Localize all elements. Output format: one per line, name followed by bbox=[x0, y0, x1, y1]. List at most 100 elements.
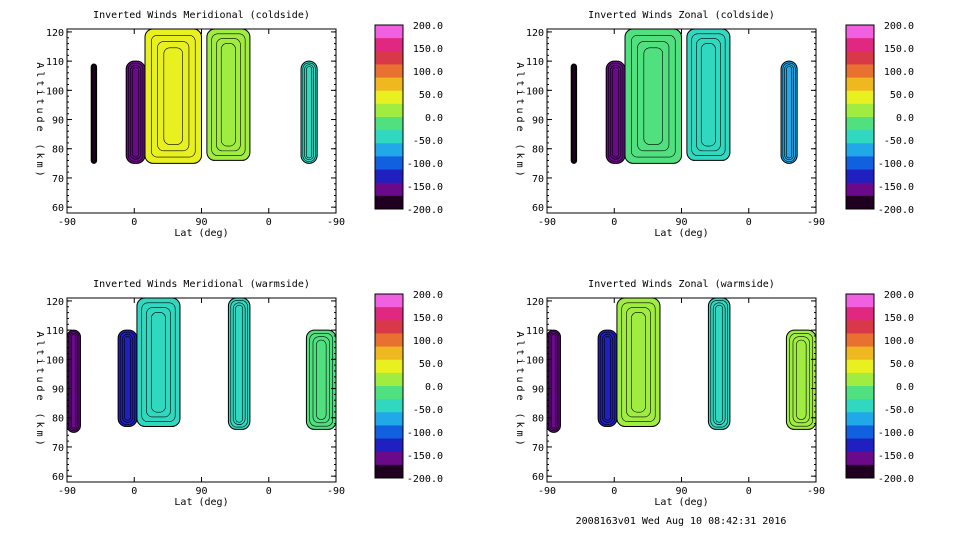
contour-line bbox=[626, 307, 651, 418]
colorbar-swatch bbox=[375, 346, 403, 361]
contour-line bbox=[141, 302, 176, 423]
colorbar-frame bbox=[374, 24, 404, 210]
contour-region-1 bbox=[546, 329, 561, 433]
colorbar-swatch bbox=[846, 464, 874, 479]
y-tick-label: 100 bbox=[46, 355, 64, 366]
y-tick-label: 60 bbox=[52, 203, 64, 214]
y-tick-label: 110 bbox=[526, 326, 544, 337]
y-tick-label: 100 bbox=[46, 86, 64, 97]
contour-line bbox=[786, 66, 793, 159]
panel-meridional-warmside: Inverted Winds Meridional (warmside) 60 70… bbox=[34, 279, 443, 508]
y-axis-label: Altitude (km) bbox=[514, 331, 525, 448]
colorbar-swatch bbox=[375, 307, 403, 321]
colorbar-swatch bbox=[846, 346, 874, 361]
x-tick-label: 0 bbox=[131, 217, 137, 228]
contour-region-3 bbox=[136, 297, 181, 428]
colorbar-label: 0.0 bbox=[425, 382, 443, 393]
colorbar-swatch bbox=[846, 294, 874, 308]
contour-line bbox=[630, 34, 676, 158]
x-tick-label: -90 bbox=[327, 217, 345, 228]
x-tick-label: -90 bbox=[807, 486, 825, 497]
contour-line bbox=[696, 38, 721, 152]
x-tick-label: 0 bbox=[746, 217, 752, 228]
x-axis-label: Lat (deg) bbox=[654, 497, 708, 508]
contour-region-5 bbox=[305, 329, 337, 430]
contour-line bbox=[157, 41, 190, 152]
contour-line bbox=[782, 62, 796, 162]
colorbar-label: 50.0 bbox=[419, 359, 443, 370]
y-tick-label: 100 bbox=[526, 355, 544, 366]
colorbar: 200.0 150.0 100.0 50.0 0.0 -50.0 -100.0 -150.0 -… bbox=[374, 290, 443, 485]
colorbar-label: 100.0 bbox=[884, 336, 914, 347]
contour-line bbox=[784, 64, 794, 161]
y-tick-label: 70 bbox=[52, 174, 64, 185]
colorbar-label: 50.0 bbox=[890, 359, 914, 370]
colorbar-label: -100.0 bbox=[878, 159, 914, 170]
y-tick-label: 60 bbox=[532, 203, 544, 214]
contour-line bbox=[604, 336, 611, 421]
colorbar-frame bbox=[374, 293, 404, 479]
colorbar-label: -100.0 bbox=[878, 428, 914, 439]
contour-line bbox=[691, 33, 726, 156]
contour-line bbox=[220, 43, 236, 147]
y-tick-label: 120 bbox=[526, 297, 544, 308]
colorbar-label: 200.0 bbox=[413, 290, 443, 301]
contour-line bbox=[312, 336, 330, 424]
y-axis-label: Altitude (km) bbox=[34, 62, 45, 179]
contour-line bbox=[146, 307, 171, 418]
colorbar-label: 100.0 bbox=[413, 336, 443, 347]
x-tick-label: 90 bbox=[675, 486, 687, 497]
x-tick-label: -90 bbox=[327, 486, 345, 497]
contour-region-5 bbox=[300, 60, 318, 164]
colorbar-swatch bbox=[375, 372, 403, 387]
contour-line bbox=[792, 336, 810, 424]
y-tick-label: 70 bbox=[52, 443, 64, 454]
colorbar-swatch bbox=[375, 117, 403, 131]
colorbar-label: -100.0 bbox=[407, 159, 443, 170]
colorbar-swatch bbox=[375, 77, 403, 92]
colorbar-label: -150.0 bbox=[407, 451, 443, 462]
colorbar-swatch bbox=[846, 169, 874, 184]
colorbar-swatch bbox=[375, 143, 403, 157]
y-axis-label: Altitude (km) bbox=[514, 62, 525, 179]
y-tick-label: 80 bbox=[532, 145, 544, 156]
contour-line bbox=[306, 66, 313, 159]
y-tick-label: 120 bbox=[46, 28, 64, 39]
contour-line bbox=[163, 47, 183, 145]
contour-line bbox=[150, 312, 166, 413]
y-tick-label: 60 bbox=[52, 472, 64, 483]
y-tick-label: 110 bbox=[46, 57, 64, 68]
colorbar-label: -50.0 bbox=[413, 405, 443, 416]
contour-region-2 bbox=[117, 329, 138, 428]
colorbar: 200.0 150.0 100.0 50.0 0.0 -50.0 -100.0 -150.0 -… bbox=[845, 21, 914, 216]
contour-line bbox=[795, 339, 807, 420]
contour-region-4 bbox=[707, 297, 731, 430]
colorbar-label: 0.0 bbox=[425, 113, 443, 124]
y-tick-label: 90 bbox=[532, 385, 544, 396]
colorbar-swatch bbox=[375, 90, 403, 105]
colorbar: 200.0 150.0 100.0 50.0 0.0 -50.0 -100.0 -150.0 -… bbox=[374, 21, 443, 216]
contour-region-5 bbox=[785, 329, 817, 430]
colorbar-label: -50.0 bbox=[413, 136, 443, 147]
colorbar-swatch bbox=[846, 130, 874, 144]
contour-line bbox=[601, 334, 614, 423]
contour-region-1 bbox=[66, 329, 81, 433]
contour-line bbox=[130, 65, 142, 160]
contour-region-2 bbox=[597, 329, 618, 428]
colorbar-label: -200.0 bbox=[407, 474, 443, 485]
x-tick-label: 90 bbox=[195, 486, 207, 497]
contour-line bbox=[630, 312, 646, 413]
colorbar-label: 100.0 bbox=[413, 67, 443, 78]
y-tick-label: 100 bbox=[526, 86, 544, 97]
colorbar-swatch bbox=[846, 333, 874, 348]
contour-line bbox=[235, 304, 244, 423]
chart-title: Inverted Winds Meridional (warmside) bbox=[93, 279, 310, 290]
colorbar-swatch bbox=[375, 438, 403, 453]
contour-line bbox=[715, 304, 724, 423]
x-tick-label: -90 bbox=[538, 486, 556, 497]
colorbar-swatch bbox=[846, 359, 874, 374]
colorbar-swatch bbox=[846, 77, 874, 92]
contour-line bbox=[621, 302, 656, 423]
x-tick-label: 0 bbox=[611, 486, 617, 497]
colorbar-label: 150.0 bbox=[413, 313, 443, 324]
